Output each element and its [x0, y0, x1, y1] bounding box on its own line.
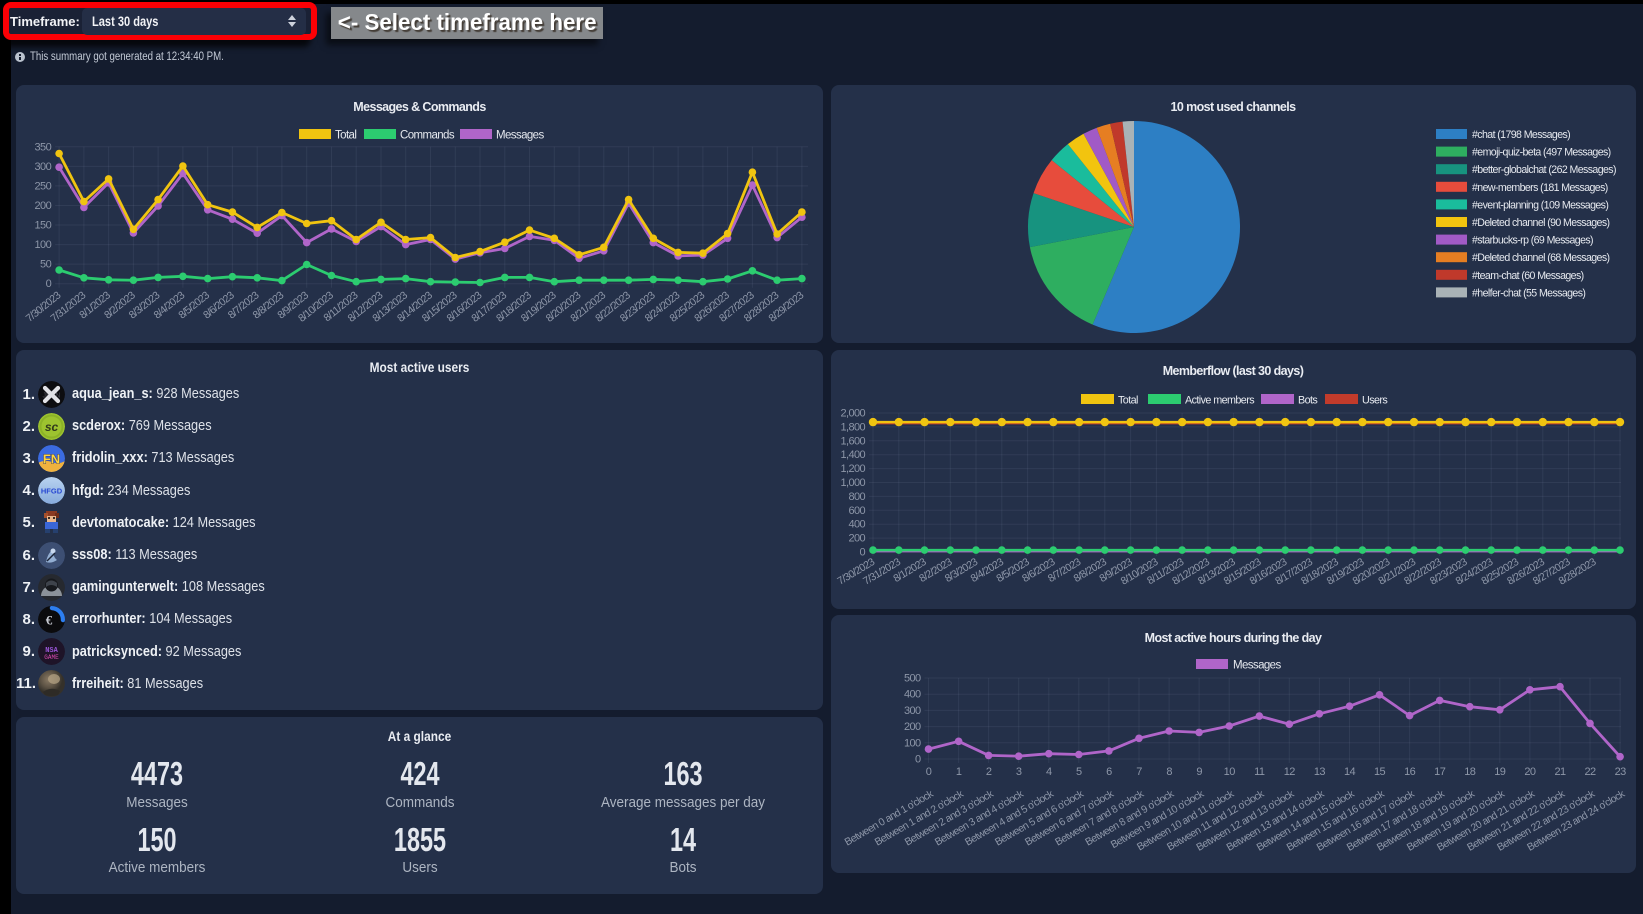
svg-text:Bots: Bots — [1298, 395, 1318, 407]
svg-text:23: 23 — [1615, 766, 1627, 778]
svg-text:12: 12 — [1284, 766, 1296, 778]
svg-text:#better-globalchat (262 Messag: #better-globalchat (262 Messages) — [1472, 164, 1616, 176]
svg-text:sc: sc — [45, 420, 59, 434]
svg-text:1,400: 1,400 — [840, 449, 865, 461]
svg-text:1: 1 — [956, 766, 962, 778]
svg-text:#emoji-quiz-beta (497 Messages: #emoji-quiz-beta (497 Messages) — [1472, 147, 1611, 159]
svg-text:15: 15 — [1374, 766, 1386, 778]
svg-text:500: 500 — [904, 673, 921, 685]
svg-text:20: 20 — [1524, 766, 1536, 778]
svg-text:Total: Total — [335, 130, 356, 142]
svg-text:200: 200 — [904, 721, 921, 733]
svg-text:Users: Users — [1362, 395, 1388, 407]
svg-text:6: 6 — [1106, 766, 1112, 778]
svg-text:14: 14 — [1344, 766, 1356, 778]
svg-text:#Deleted channel (68 Messages): #Deleted channel (68 Messages) — [1472, 252, 1610, 264]
svg-text:350: 350 — [35, 141, 52, 153]
svg-text:50: 50 — [40, 259, 52, 271]
svg-text:Messages: Messages — [1233, 660, 1281, 672]
svg-text:0: 0 — [926, 766, 932, 778]
svg-text:100: 100 — [35, 239, 52, 251]
svg-text:1,200: 1,200 — [840, 463, 865, 475]
svg-text:#starbucks-rp (69 Messages): #starbucks-rp (69 Messages) — [1472, 235, 1593, 247]
svg-text:7: 7 — [1136, 766, 1142, 778]
svg-text:#helfer-chat (55 Messages): #helfer-chat (55 Messages) — [1472, 287, 1585, 299]
svg-text:2,000: 2,000 — [840, 408, 865, 420]
svg-text:Messages: Messages — [496, 130, 544, 142]
svg-text:GAME: GAME — [44, 654, 59, 661]
svg-text:1,800: 1,800 — [840, 421, 865, 433]
svg-text:Memberflow (last 30 days): Memberflow (last 30 days) — [1163, 364, 1304, 378]
svg-text:13: 13 — [1314, 766, 1326, 778]
svg-text:FN: FN — [43, 451, 60, 466]
svg-text:9: 9 — [1196, 766, 1202, 778]
svg-text:400: 400 — [848, 519, 865, 531]
svg-text:300: 300 — [904, 705, 921, 717]
svg-text:4: 4 — [1046, 766, 1052, 778]
svg-text:1,600: 1,600 — [840, 435, 865, 447]
svg-text:2: 2 — [986, 766, 992, 778]
svg-text:HFGD: HFGD — [41, 487, 63, 496]
svg-text:400: 400 — [904, 689, 921, 701]
svg-text:18: 18 — [1464, 766, 1476, 778]
svg-text:#new-members (181 Messages): #new-members (181 Messages) — [1472, 182, 1608, 194]
svg-text:Total: Total — [1118, 395, 1138, 407]
svg-text:11: 11 — [1254, 766, 1265, 778]
svg-text:#Deleted channel (90 Messages): #Deleted channel (90 Messages) — [1472, 217, 1610, 229]
svg-text:200: 200 — [848, 533, 865, 545]
svg-text:16: 16 — [1404, 766, 1416, 778]
svg-text:Commands: Commands — [400, 130, 455, 142]
svg-text:150: 150 — [35, 220, 52, 232]
svg-text:Messages & Commands: Messages & Commands — [353, 100, 486, 114]
svg-text:Active members: Active members — [1185, 395, 1255, 407]
svg-text:0: 0 — [915, 754, 921, 766]
svg-text:300: 300 — [35, 161, 52, 173]
svg-text:#event-planning (109 Messages): #event-planning (109 Messages) — [1472, 199, 1608, 211]
svg-text:Most active hours during the d: Most active hours during the day — [1145, 631, 1322, 645]
svg-text:NSA: NSA — [45, 647, 58, 655]
svg-text:800: 800 — [848, 491, 865, 503]
svg-text:200: 200 — [35, 200, 52, 212]
svg-text:10: 10 — [1224, 766, 1236, 778]
svg-text:100: 100 — [904, 737, 921, 749]
svg-text:21: 21 — [1554, 766, 1566, 778]
svg-text:€: € — [46, 612, 53, 627]
svg-text:0: 0 — [859, 547, 865, 559]
svg-text:0: 0 — [46, 278, 52, 290]
svg-text:17: 17 — [1434, 766, 1446, 778]
svg-text:600: 600 — [848, 505, 865, 517]
svg-text:19: 19 — [1494, 766, 1506, 778]
svg-text:10 most used channels: 10 most used channels — [1171, 100, 1297, 114]
svg-text:22: 22 — [1584, 766, 1596, 778]
svg-text:1,000: 1,000 — [840, 477, 865, 489]
svg-text:250: 250 — [35, 180, 52, 192]
svg-text:8: 8 — [1166, 766, 1172, 778]
svg-text:#team-chat (60 Messages): #team-chat (60 Messages) — [1472, 270, 1584, 282]
svg-text:3: 3 — [1016, 766, 1022, 778]
svg-text:#chat (1798 Messages): #chat (1798 Messages) — [1472, 129, 1570, 141]
svg-text:5: 5 — [1076, 766, 1082, 778]
